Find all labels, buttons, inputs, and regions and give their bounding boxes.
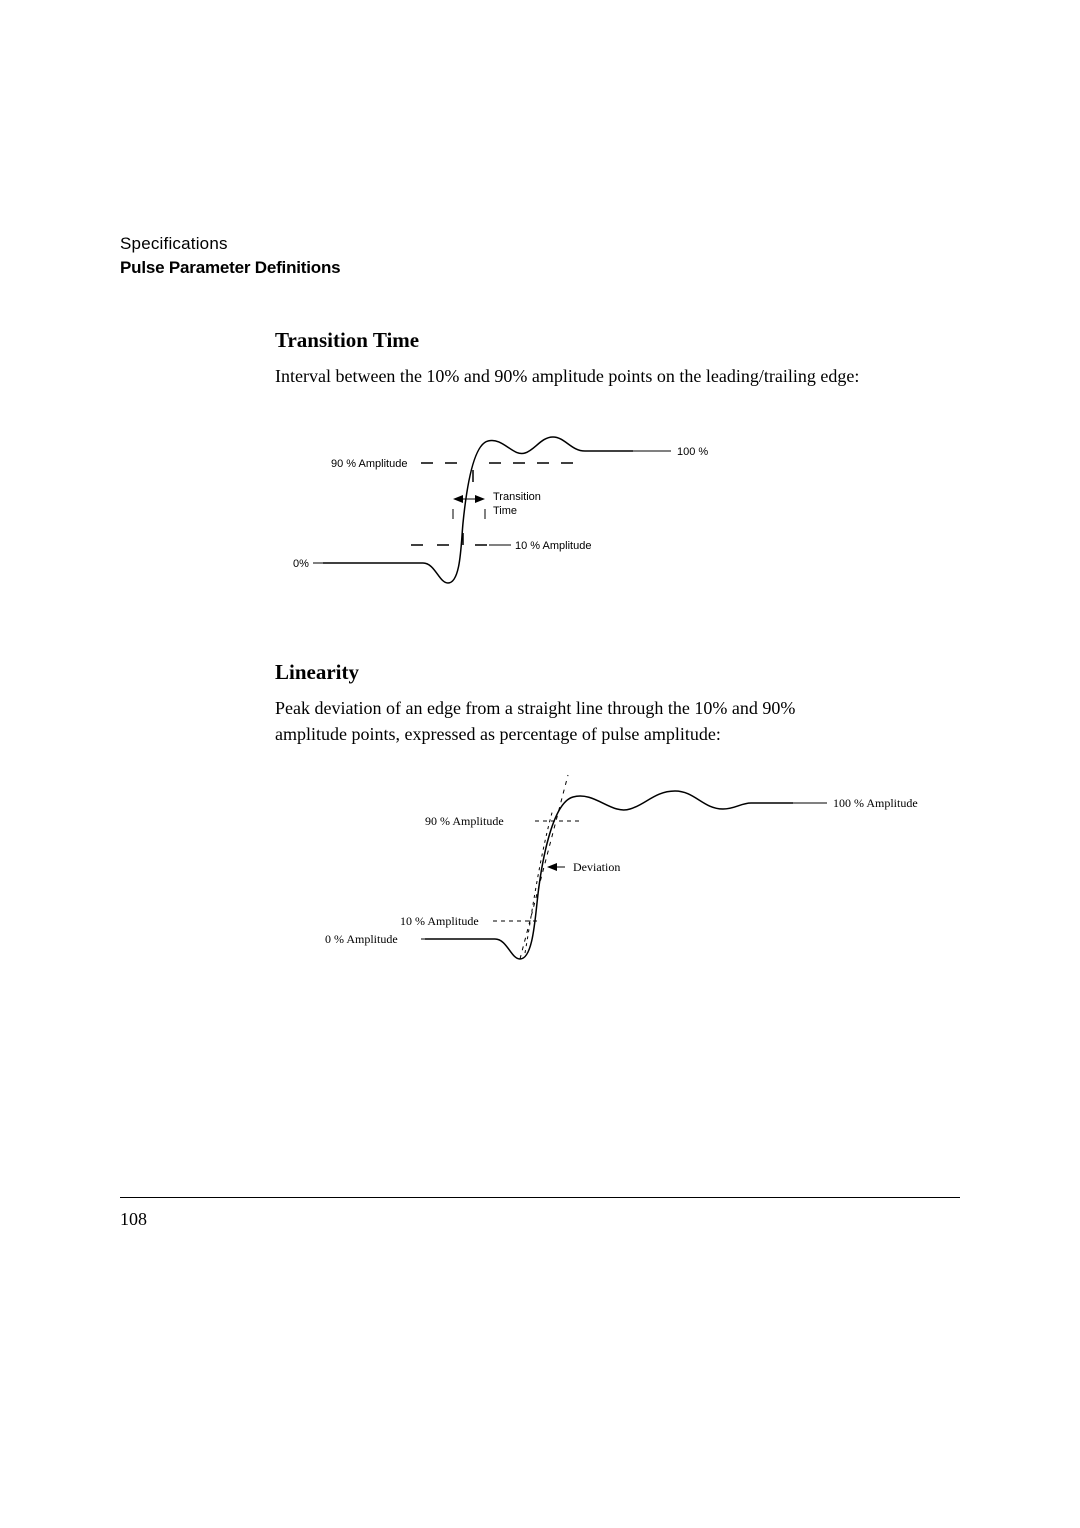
page-number: 108 (120, 1209, 147, 1230)
arrow-left (453, 495, 463, 503)
figure-transition-time: 100 % 90 % Amplitude (293, 415, 865, 600)
label-transition: Transition (493, 491, 541, 503)
section-transition-time: Transition Time Interval between the 10%… (275, 328, 865, 600)
transition-time-svg: 100 % 90 % Amplitude (293, 415, 723, 595)
label-90: 90 % Amplitude (425, 814, 504, 828)
content: Transition Time Interval between the 10%… (275, 328, 865, 974)
section-body: Peak deviation of an edge from a straigh… (275, 695, 865, 747)
label-100: 100 % Amplitude (833, 796, 918, 810)
arrow-right (475, 495, 485, 503)
section-body: Interval between the 10% and 90% amplitu… (275, 363, 865, 389)
section-heading: Linearity (275, 660, 865, 685)
label-0: 0 % Amplitude (325, 932, 398, 946)
section-linearity: Linearity Peak deviation of an edge from… (275, 660, 865, 974)
label-10: 10 % Amplitude (515, 540, 591, 552)
header-category: Specifications (120, 234, 960, 254)
label-0: 0% (293, 558, 309, 570)
label-100: 100 % (677, 446, 708, 458)
figure-linearity: 100 % Amplitude 90 % Amplitude 10 % Ampl… (325, 769, 865, 974)
page: Specifications Pulse Parameter Definitio… (0, 0, 1080, 1528)
footer-rule (120, 1197, 960, 1198)
header-title: Pulse Parameter Definitions (120, 258, 960, 278)
label-10: 10 % Amplitude (400, 914, 479, 928)
linearity-svg: 100 % Amplitude 90 % Amplitude 10 % Ampl… (325, 769, 935, 969)
running-header: Specifications Pulse Parameter Definitio… (120, 234, 960, 278)
label-time: Time (493, 505, 517, 517)
section-heading: Transition Time (275, 328, 865, 353)
label-90: 90 % Amplitude (331, 458, 407, 470)
label-deviation: Deviation (573, 860, 620, 874)
deviation-arrow (547, 863, 557, 871)
